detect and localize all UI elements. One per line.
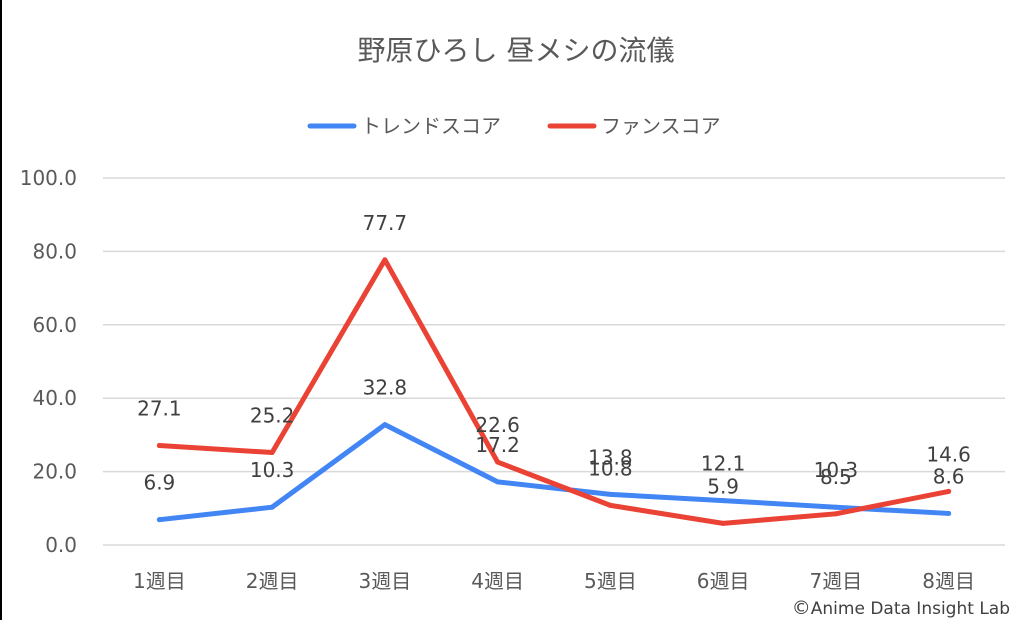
data-label: 22.6 — [475, 413, 520, 437]
y-tick-label: 100.0 — [20, 166, 77, 190]
data-point — [156, 443, 162, 449]
series-line-fan — [156, 257, 952, 526]
series-line-trend — [156, 422, 952, 523]
data-point — [495, 479, 501, 485]
data-label: 27.1 — [137, 397, 182, 421]
data-point — [382, 422, 388, 428]
x-tick-label: 2週目 — [246, 569, 299, 593]
data-point — [156, 517, 162, 523]
y-axis: 0.0 20.0 40.0 60.0 80.0 100.0 — [20, 166, 77, 557]
y-tick-label: 0.0 — [45, 533, 77, 557]
x-tick-label: 1週目 — [133, 569, 186, 593]
grid — [103, 177, 1005, 546]
data-labels: 6.9 10.3 32.8 17.2 13.8 12.1 10.3 8.6 27.1 25.2 77… — [137, 211, 971, 499]
y-tick-label: 40.0 — [32, 386, 77, 410]
data-point — [946, 488, 952, 494]
chart-title: 野原ひろし 昼メシの流儀 — [358, 34, 675, 67]
data-point — [269, 504, 275, 510]
y-tick-label: 60.0 — [32, 313, 77, 337]
y-tick-label: 80.0 — [32, 239, 77, 263]
data-point — [946, 510, 952, 516]
series-group — [156, 257, 952, 526]
data-label: 17.2 — [475, 433, 520, 457]
data-label: 10.3 — [814, 458, 859, 482]
x-tick-label: 8週目 — [922, 569, 975, 593]
data-label: 10.3 — [250, 458, 295, 482]
data-label: 10.8 — [588, 456, 633, 480]
data-label: 32.8 — [363, 376, 408, 400]
data-label: 8.5 — [820, 465, 852, 489]
x-tick-label: 5週目 — [584, 569, 637, 593]
copyright: ©Anime Data Insight Lab — [792, 597, 1010, 619]
copyright-text: Anime Data Insight Lab — [811, 599, 1010, 619]
data-label: 25.2 — [250, 404, 295, 428]
x-tick-label: 6週目 — [697, 569, 750, 593]
x-axis: 1週目 2週目 3週目 4週目 5週目 6週目 7週目 8週目 — [133, 569, 975, 593]
copyright-symbol: © — [792, 597, 811, 619]
data-point — [833, 504, 839, 510]
data-point — [607, 502, 613, 508]
data-point — [269, 450, 275, 456]
legend: トレンドスコア ファンスコア — [307, 114, 721, 138]
data-point — [495, 459, 501, 465]
y-tick-label: 20.0 — [32, 460, 77, 484]
data-point — [720, 498, 726, 504]
data-label: 8.6 — [933, 464, 965, 488]
data-label: 77.7 — [363, 211, 408, 235]
data-label: 14.6 — [926, 442, 971, 466]
data-point — [833, 511, 839, 517]
legend-label-fan: ファンスコア — [601, 114, 721, 138]
data-label: 6.9 — [143, 471, 175, 495]
x-tick-label: 3週目 — [359, 569, 412, 593]
data-point — [720, 520, 726, 526]
data-label: 12.1 — [701, 452, 746, 476]
left-border — [0, 0, 2, 620]
legend-label-trend: トレンドスコア — [361, 114, 501, 138]
x-tick-label: 4週目 — [471, 569, 524, 593]
data-label: 5.9 — [707, 474, 739, 498]
data-label: 13.8 — [588, 445, 633, 469]
data-point — [607, 491, 613, 497]
data-point — [382, 257, 388, 263]
x-tick-label: 7週目 — [810, 569, 863, 593]
